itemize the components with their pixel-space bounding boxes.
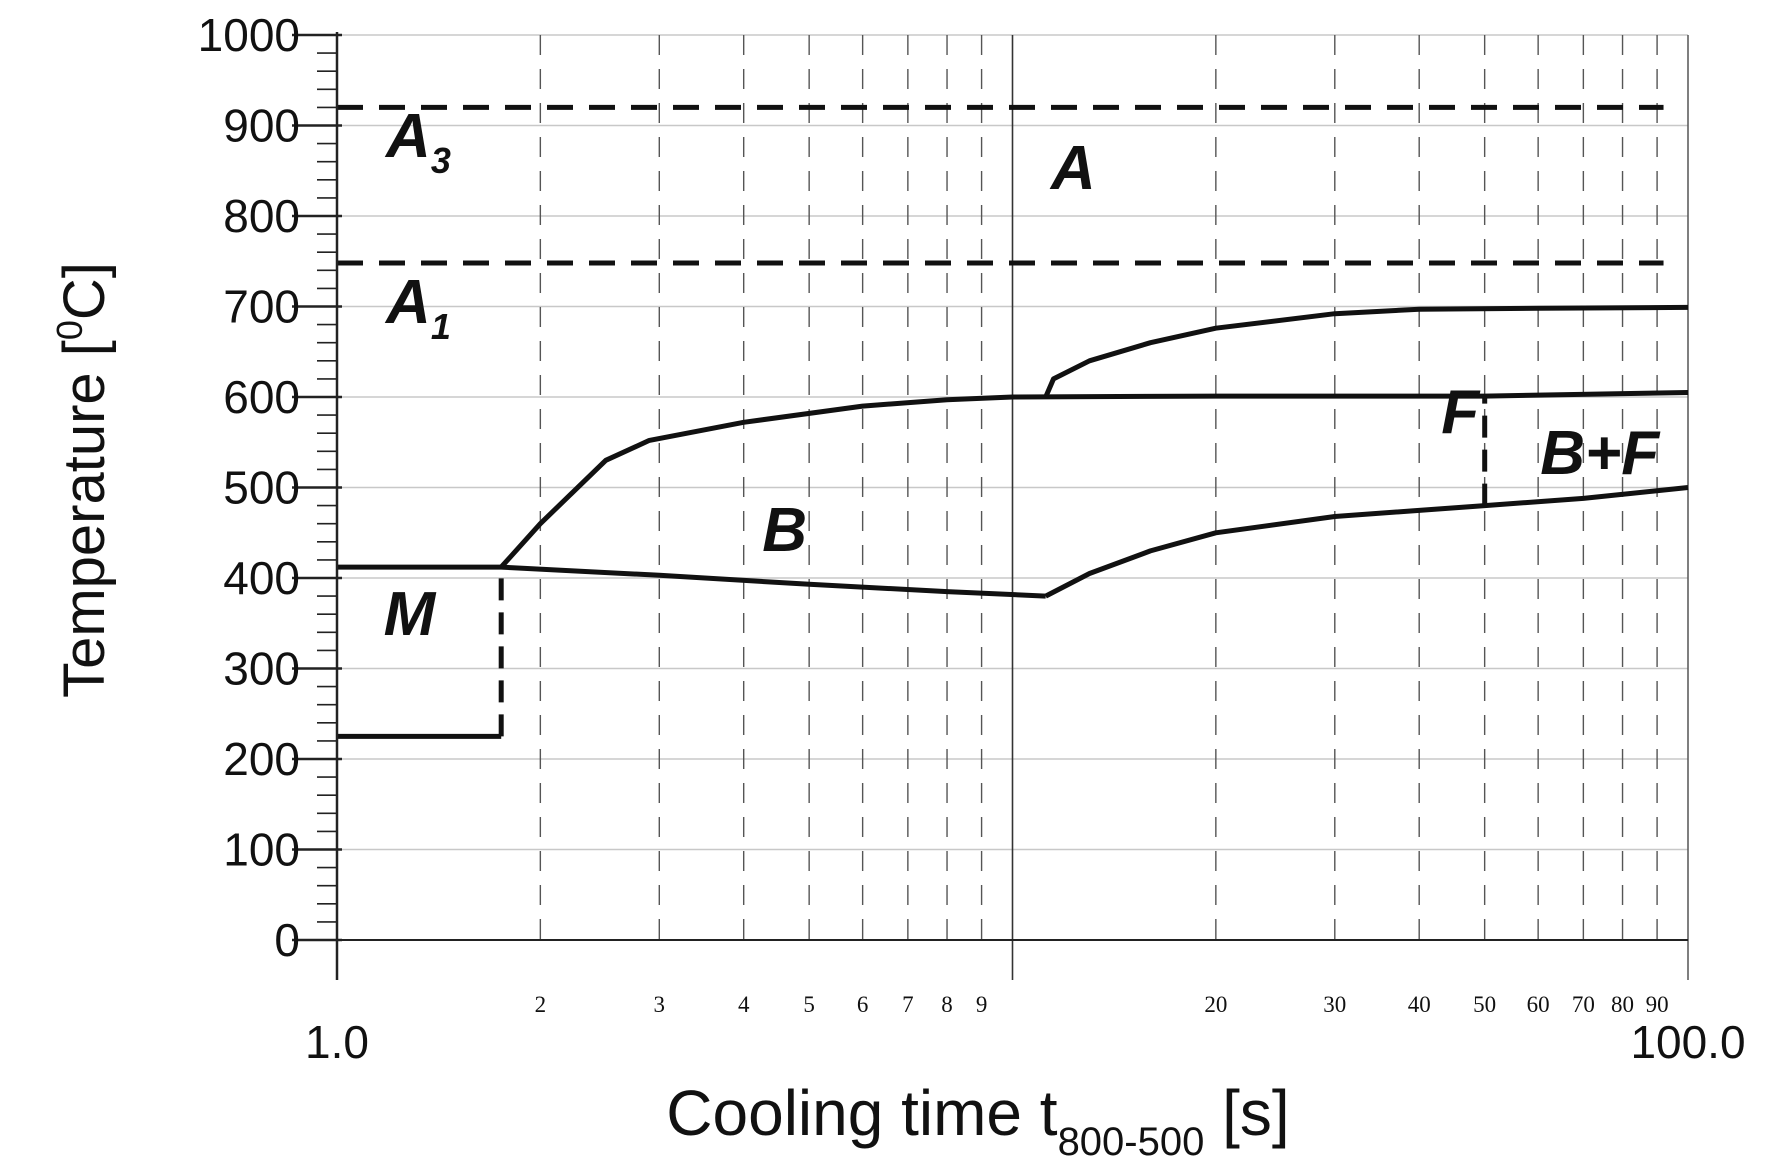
y-tick-label: 700 xyxy=(223,281,300,333)
region-label-F: F xyxy=(1441,378,1481,447)
x-minor-tick-label: 9 xyxy=(976,992,988,1017)
x-axis-label: Cooling time t800-500 [s] xyxy=(666,1077,1289,1164)
y-tick-label: 800 xyxy=(223,190,300,242)
y-tick-label: 0 xyxy=(274,914,300,966)
x-minor-tick-label: 8 xyxy=(941,992,953,1017)
y-tick-label: 100 xyxy=(223,824,300,876)
region-label-B: B xyxy=(762,496,807,565)
bainite-finish xyxy=(1044,485,1689,599)
x-minor-tick-label: 50 xyxy=(1473,992,1496,1017)
region-label-M: M xyxy=(384,580,437,649)
x-minor-tick-label: 70 xyxy=(1572,992,1595,1017)
x-minor-tick-label: 40 xyxy=(1408,992,1431,1017)
x-minor-tick-label: 90 xyxy=(1646,992,1669,1017)
x-minor-tick-label: 4 xyxy=(738,992,750,1017)
ferrite-start xyxy=(1043,304,1689,398)
region-labels: A3 A1 A F B+F B M xyxy=(384,102,1662,649)
y-axis-label: Temperature [0C] xyxy=(49,262,117,698)
x-minor-tick-label: 6 xyxy=(857,992,869,1017)
y-tick-label: 900 xyxy=(223,100,300,152)
y-tick-label: 300 xyxy=(223,643,300,695)
x-minor-tick-label: 80 xyxy=(1611,992,1634,1017)
x-end-tick-label: 1.0 xyxy=(305,1016,369,1068)
bainite-start xyxy=(499,390,1689,569)
region-label-A3: A3 xyxy=(384,102,451,181)
x-end-tick-label: 100.0 xyxy=(1630,1016,1745,1068)
x-minor-tick-label: 2 xyxy=(535,992,547,1017)
x-minor-tick-label: 30 xyxy=(1323,992,1346,1017)
region-label-A: A xyxy=(1049,134,1096,203)
ms-line xyxy=(337,564,1046,599)
y-tick-label: 200 xyxy=(223,733,300,785)
axes xyxy=(292,32,1688,980)
x-minor-tick-label: 20 xyxy=(1204,992,1227,1017)
region-label-A1: A1 xyxy=(384,268,451,347)
transformation-curves xyxy=(337,304,1689,739)
region-label-B+F: B+F xyxy=(1540,419,1661,488)
grid xyxy=(337,34,1689,980)
reference-lines xyxy=(337,104,1664,266)
x-minor-tick-label: 60 xyxy=(1527,992,1550,1017)
y-tick-label: 600 xyxy=(223,371,300,423)
y-tick-label: 500 xyxy=(223,462,300,514)
x-minor-tick-label: 3 xyxy=(654,992,666,1017)
y-tick-label: 400 xyxy=(223,552,300,604)
y-tick-label: 1000 xyxy=(198,9,300,61)
x-minor-tick-label: 7 xyxy=(902,992,914,1017)
x-minor-tick-label: 5 xyxy=(803,992,815,1017)
